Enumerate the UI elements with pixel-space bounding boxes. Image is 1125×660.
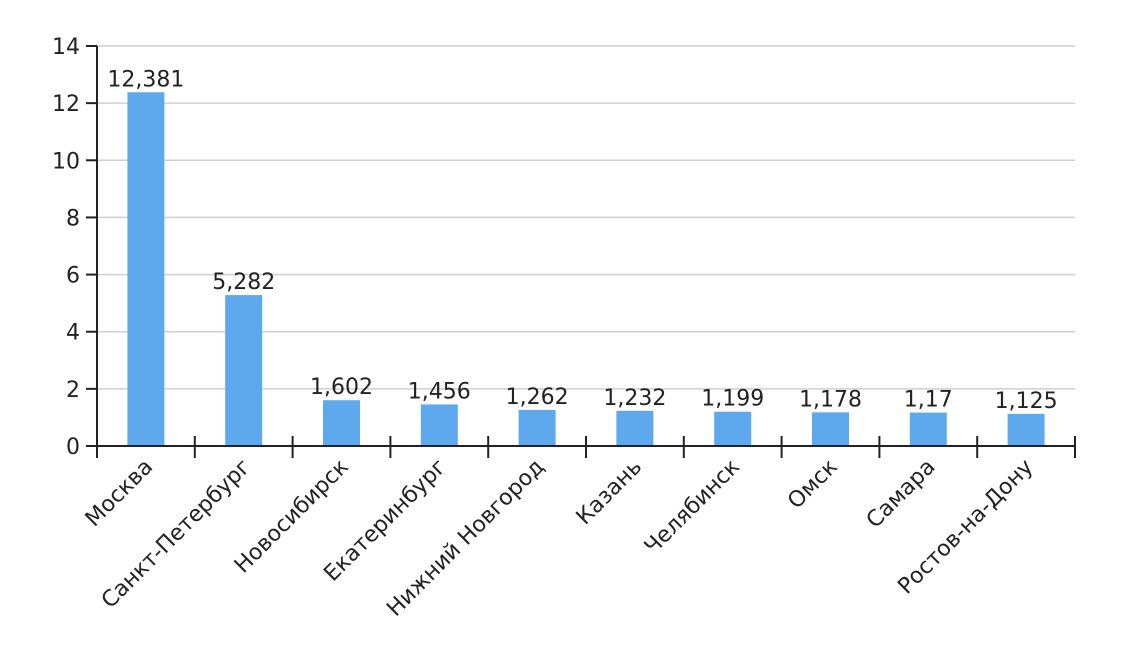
bar: [127, 92, 165, 446]
y-tick-label: 12: [52, 92, 80, 117]
value-label: 5,282: [212, 270, 275, 295]
value-label: 12,381: [107, 67, 184, 92]
bar: [518, 409, 556, 446]
y-tick-label: 14: [52, 35, 80, 60]
value-label: 1,232: [603, 386, 666, 411]
x-tick-label: Москва: [81, 455, 158, 532]
x-tick-label: Самара: [862, 455, 941, 534]
bar: [714, 411, 752, 446]
bar: [909, 412, 947, 446]
bar: [812, 412, 849, 446]
value-label: 1,456: [408, 379, 471, 404]
value-label: 1,262: [506, 385, 569, 410]
value-label: 1,602: [310, 375, 373, 400]
bar: [420, 404, 458, 446]
x-tick-label: Омск: [783, 455, 843, 515]
value-label: 1,125: [995, 389, 1058, 414]
y-tick-label: 10: [52, 149, 80, 174]
value-label: 1,199: [701, 387, 764, 412]
bar: [323, 400, 360, 446]
y-tick-label: 2: [66, 378, 80, 403]
value-label: 1,17: [904, 388, 953, 413]
bar: [1007, 413, 1045, 446]
y-tick-label: 6: [66, 264, 80, 289]
bar: [225, 295, 263, 446]
y-tick-label: 0: [66, 435, 80, 460]
bar: [616, 410, 654, 446]
y-tick-label: 4: [66, 321, 80, 346]
value-label: 1,178: [799, 387, 862, 412]
x-tick-label: Челябинск: [640, 455, 745, 560]
x-tick-label: Казань: [572, 455, 647, 530]
x-tick-label: Нижний Новгород: [382, 455, 549, 622]
y-tick-label: 8: [66, 206, 80, 231]
